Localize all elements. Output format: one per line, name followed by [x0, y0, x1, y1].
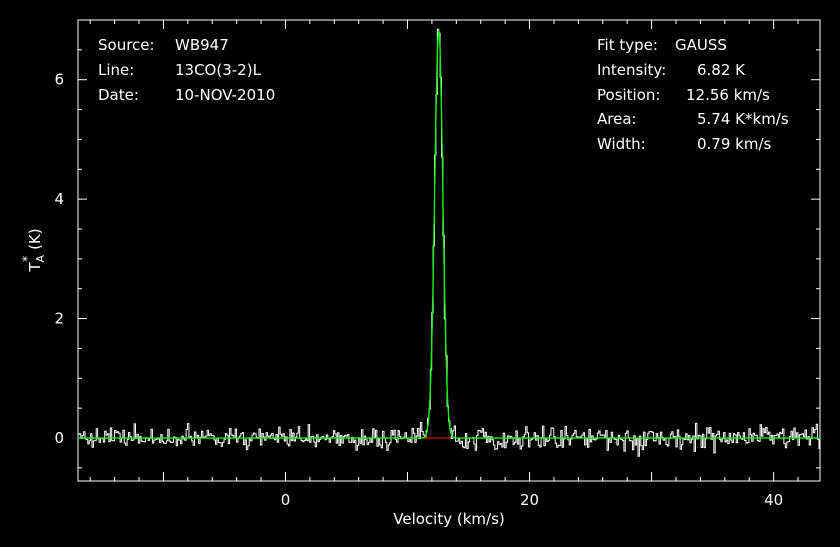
- line-label: Line:: [98, 61, 135, 79]
- plot-frame: [77, 19, 821, 482]
- tick-labels: 0 20 40 0 2 4 6: [54, 71, 783, 509]
- width-label: Width:: [597, 135, 646, 153]
- x-axis-label: Velocity (km/s): [393, 510, 504, 528]
- y-tick-label: 4: [54, 190, 64, 208]
- y-axis-label-sub: A: [34, 254, 47, 262]
- y-axis-label: TA* (K): [20, 228, 47, 272]
- gaussian-fit-series: [78, 28, 820, 439]
- y-tick-label: 0: [54, 429, 64, 447]
- fit-type-value: GAUSS: [675, 36, 727, 54]
- x-tick-label: 40: [764, 491, 783, 509]
- source-info: Source: WB947 Line: 13CO(3-2)L Date: 10-…: [98, 36, 275, 162]
- position-value: 12.56 km/s: [686, 86, 770, 104]
- date-value: 10-NOV-2010: [175, 86, 276, 104]
- svg-text:TA*(K): TA* (K): [20, 228, 47, 272]
- y-axis-label-sup: *: [20, 256, 34, 262]
- intensity-label: Intensity:: [597, 61, 667, 79]
- y-tick-label: 6: [54, 71, 64, 89]
- fit-type-label: Fit type:: [597, 36, 658, 54]
- fit-info: Fit type: GAUSS Intensity: 6.82 K Positi…: [597, 36, 789, 234]
- source-label: Source:: [98, 36, 155, 54]
- axis-ticks: [78, 20, 820, 481]
- x-tick-label: 0: [281, 491, 291, 509]
- x-tick-label: 20: [520, 491, 539, 509]
- source-value: WB947: [175, 36, 229, 54]
- position-label: Position:: [597, 86, 661, 104]
- width-value: 0.79 km/s: [697, 135, 772, 153]
- intensity-value: 6.82 K: [697, 61, 746, 79]
- line-value: 13CO(3-2)L: [175, 61, 261, 79]
- y-axis-label-unit: (K): [26, 228, 44, 250]
- area-label: Area:: [597, 110, 637, 128]
- area-value: 5.74 K*km/s: [697, 110, 789, 128]
- y-axis-label-base: T: [26, 262, 44, 273]
- date-label: Date:: [98, 86, 139, 104]
- y-tick-label: 2: [54, 310, 64, 328]
